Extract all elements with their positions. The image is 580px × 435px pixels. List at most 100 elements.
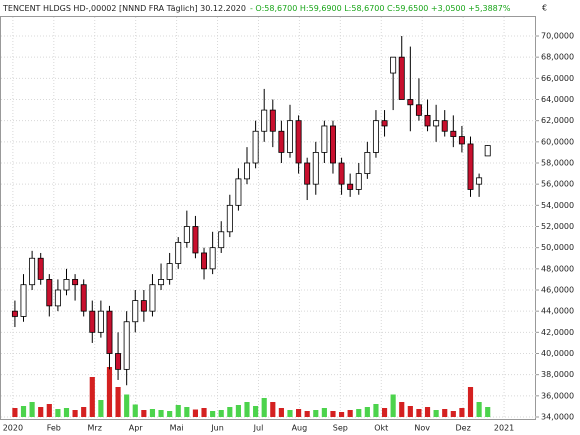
volume-bar <box>124 394 130 417</box>
volume-bar <box>46 404 52 417</box>
candle-body <box>209 247 216 270</box>
volume-bar <box>12 408 18 417</box>
y-tick-label: 58,0000 <box>541 159 574 168</box>
candle-body <box>235 178 242 206</box>
candle-body <box>123 321 130 370</box>
x-tick-label: 2020 <box>3 424 23 433</box>
x-tick-label: Feb <box>47 424 61 433</box>
candle-body <box>201 252 208 270</box>
volume-bar <box>356 409 362 417</box>
x-tick-label: 2021 <box>494 424 514 433</box>
candle-body <box>476 177 483 185</box>
candle-body <box>329 125 336 164</box>
volume-bar <box>270 402 276 417</box>
quote: - O:58,6700 H:59,6900 L:58,6700 C:59,650… <box>250 4 511 13</box>
y-tick-label: 48,0000 <box>541 264 574 273</box>
candle-body <box>467 143 474 190</box>
candle-body <box>269 109 276 132</box>
y-tick-label: 56,0000 <box>541 180 574 189</box>
unit: € <box>542 4 547 13</box>
volume-bar <box>450 411 456 417</box>
candle-body <box>158 279 165 286</box>
candle-body <box>433 120 440 127</box>
volume-bar <box>98 400 104 417</box>
candle-body <box>11 310 18 317</box>
volume-bar <box>244 402 250 417</box>
candle-body <box>347 183 354 190</box>
y-tick-label: 46,0000 <box>541 286 574 295</box>
candle-body <box>381 120 388 127</box>
volume-bar <box>364 407 370 417</box>
candle-body <box>115 353 122 370</box>
volume-bar <box>167 411 173 417</box>
volume-bar <box>201 408 207 417</box>
candle-body <box>312 152 319 185</box>
candle-body <box>484 145 491 157</box>
candle-body <box>63 279 70 291</box>
y-tick-label: 34,0000 <box>541 413 574 422</box>
candle-body <box>338 162 345 185</box>
candle-body <box>295 120 302 164</box>
candle-body <box>97 310 104 333</box>
candle-body <box>398 56 405 100</box>
candle-body <box>287 120 293 153</box>
y-tick-label: 38,0000 <box>541 370 574 379</box>
volume-bar <box>321 408 327 417</box>
volume-bar <box>218 410 224 417</box>
candle-body <box>252 130 259 164</box>
volume-bar <box>442 409 448 417</box>
volume-bar <box>381 408 388 417</box>
candle-body <box>407 99 414 106</box>
volume-bar <box>433 410 439 417</box>
y-tick-label: 50,0000 <box>541 243 574 252</box>
volume-bar <box>287 410 293 417</box>
candle-body <box>415 104 422 116</box>
volume-bar <box>63 408 70 417</box>
x-tick-label: Mrz <box>88 424 102 433</box>
volume-bar <box>115 387 121 417</box>
volume-bar <box>38 407 44 417</box>
plot-frame <box>0 16 536 420</box>
candle-body <box>364 152 371 174</box>
x-tick-label: Apr <box>129 424 144 433</box>
volume-bar <box>210 411 216 417</box>
volume-bar <box>390 394 396 417</box>
volume-bar <box>476 402 482 417</box>
x-tick-label: Dez <box>455 424 470 433</box>
volume-bar <box>132 404 138 417</box>
volume-bar <box>192 409 199 417</box>
candle-body <box>424 114 431 127</box>
y-tick-label: 52,0000 <box>541 222 574 231</box>
volume-bar <box>89 377 95 417</box>
volume-bar <box>141 410 147 417</box>
y-tick-label: 66,0000 <box>541 74 574 83</box>
candle-body <box>355 173 362 190</box>
y-tick-label: 62,0000 <box>541 116 574 125</box>
volume-bar <box>20 406 27 417</box>
volume-bar <box>184 407 190 417</box>
candle-body <box>244 162 250 180</box>
candle-body <box>183 226 190 243</box>
volume-bar <box>485 407 491 417</box>
candle-body <box>278 130 285 153</box>
x-tick-label: Jul <box>253 424 264 433</box>
candle-body <box>89 310 96 333</box>
y-tick-label: 54,0000 <box>541 201 574 210</box>
x-tick-label: Okt <box>374 424 388 433</box>
volume-bar <box>81 407 87 417</box>
candle-body <box>106 310 113 354</box>
candle-body <box>321 125 328 153</box>
volume-bar <box>467 387 474 417</box>
volume-bar <box>347 410 353 417</box>
y-tick-label: 68,0000 <box>541 53 574 62</box>
volume-bar <box>373 404 379 417</box>
volume-bar <box>158 410 164 417</box>
volume-bar <box>72 410 78 417</box>
volume-bar <box>330 411 336 417</box>
volume-bar <box>106 367 113 417</box>
x-tick-label: Mai <box>170 424 184 433</box>
volume-bar <box>149 409 156 417</box>
volume-bar <box>313 410 319 417</box>
candle-body <box>441 120 448 132</box>
